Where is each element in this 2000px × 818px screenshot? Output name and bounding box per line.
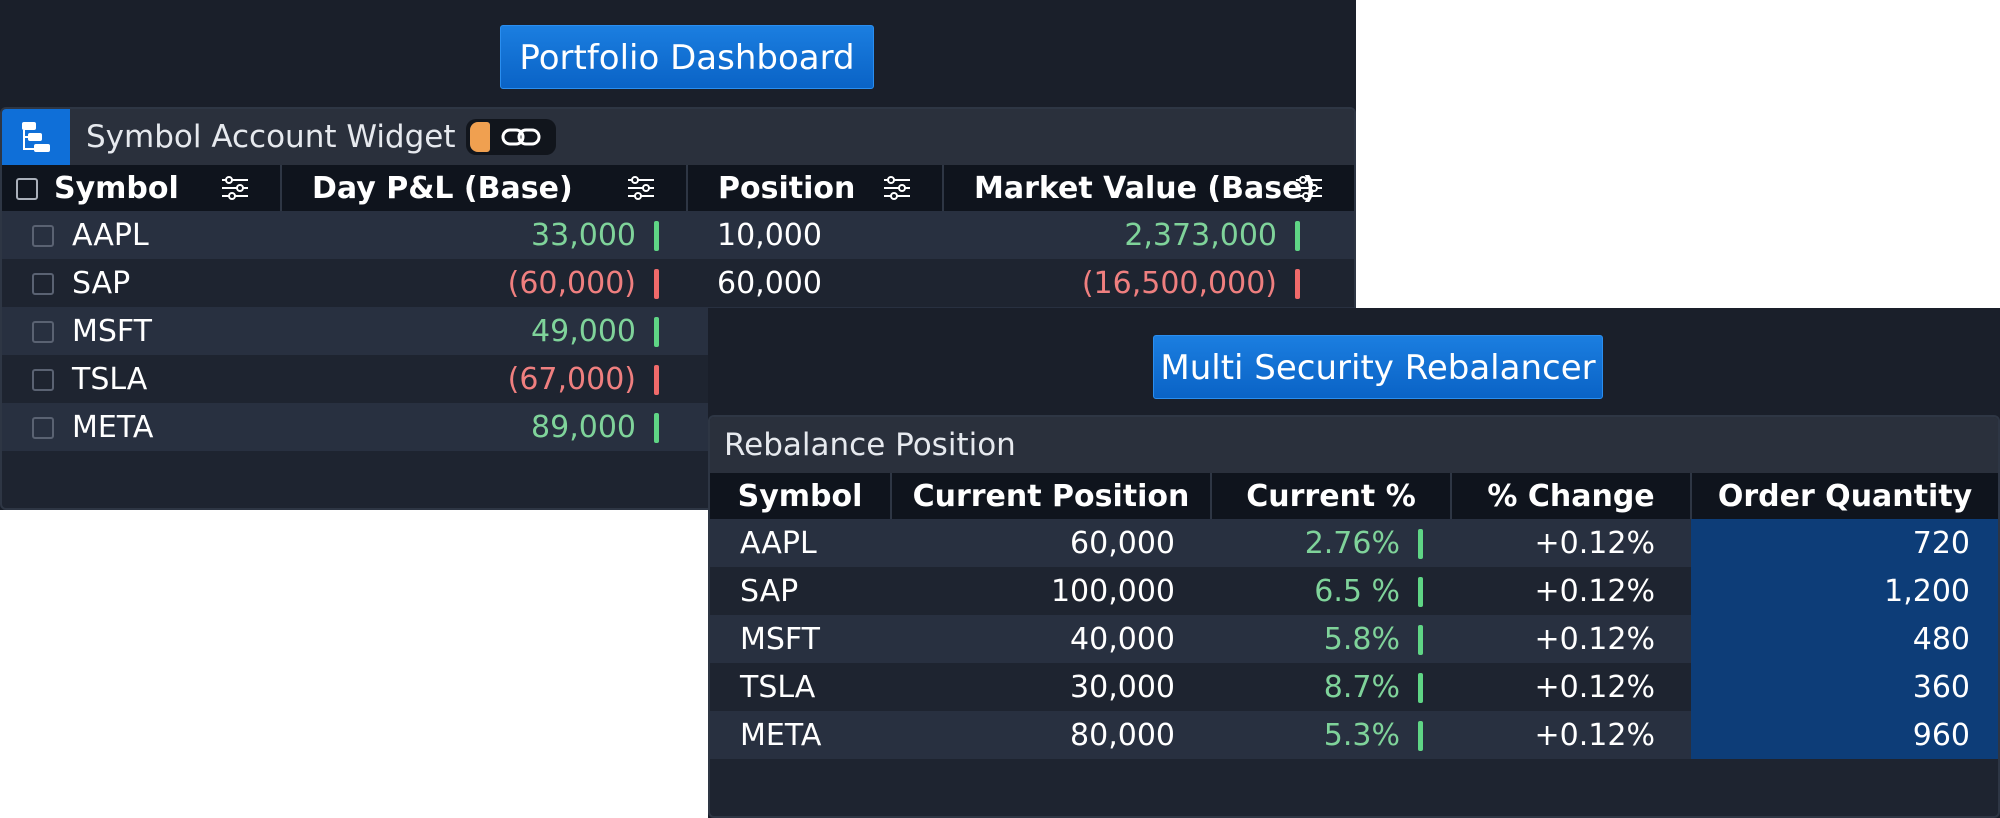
link-toggle[interactable]: [466, 119, 556, 155]
current-position-cell: 60,000: [891, 519, 1211, 567]
col-day-pnl[interactable]: Day P&L (Base): [281, 165, 688, 211]
link-icon: [501, 128, 541, 146]
current-pct-cell: 2.76%: [1211, 519, 1451, 567]
filter-icon[interactable]: [626, 173, 656, 203]
filter-icon[interactable]: [882, 173, 912, 203]
order-quantity-cell[interactable]: 1,200: [1691, 567, 1998, 615]
symbol-cell: MSFT: [710, 615, 891, 663]
symbol-cell: META: [2, 403, 281, 451]
pnl-cell: (60,000): [281, 259, 687, 307]
pnl-cell: 89,000: [281, 403, 687, 451]
current-position-cell: 30,000: [891, 663, 1211, 711]
portfolio-dashboard-button[interactable]: Portfolio Dashboard: [500, 25, 874, 89]
current-pct-cell: 5.3%: [1211, 711, 1451, 759]
widget-menu-icon[interactable]: [2, 109, 70, 165]
link-color-indicator: [470, 122, 490, 152]
symbol-cell: SAP: [2, 259, 281, 307]
order-quantity-cell[interactable]: 360: [1691, 663, 1998, 711]
table-row[interactable]: AAPL 60,000 2.76% +0.12% 720: [710, 519, 1998, 567]
order-quantity-cell[interactable]: 720: [1691, 519, 1998, 567]
pnl-cell: 33,000: [281, 211, 687, 259]
col-order-quantity[interactable]: Order Quantity: [1691, 473, 1998, 519]
table-row[interactable]: AAPL 33,000 10,000 2,373,000: [2, 211, 1354, 259]
symbol-cell: TSLA: [2, 355, 281, 403]
col-pct-change[interactable]: % Change: [1451, 473, 1692, 519]
order-quantity-cell[interactable]: 480: [1691, 615, 1998, 663]
market-value-cell: 2,373,000: [943, 211, 1354, 259]
col-position[interactable]: Position: [687, 165, 944, 211]
panel-header: Rebalance Position: [710, 417, 1998, 474]
position-cell: 60,000: [687, 259, 943, 307]
row-checkbox[interactable]: [32, 417, 54, 439]
row-checkbox[interactable]: [32, 273, 54, 295]
table-row[interactable]: META 80,000 5.3% +0.12% 960: [710, 711, 1998, 759]
current-position-cell: 100,000: [891, 567, 1211, 615]
col-symbol[interactable]: Symbol: [2, 165, 282, 211]
table-row[interactable]: SAP (60,000) 60,000 (16,500,000): [2, 259, 1354, 307]
order-quantity-cell[interactable]: 960: [1691, 711, 1998, 759]
col-market-value[interactable]: Market Value (Base): [943, 165, 1354, 211]
current-pct-cell: 5.8%: [1211, 615, 1451, 663]
current-position-cell: 40,000: [891, 615, 1211, 663]
select-all-checkbox[interactable]: [16, 178, 38, 200]
market-value-cell: (16,500,000): [943, 259, 1354, 307]
pct-change-cell: +0.12%: [1451, 519, 1691, 567]
widget-title: Symbol Account Widget: [86, 119, 456, 155]
widget-header: Symbol Account Widget: [2, 109, 1354, 166]
current-position-cell: 80,000: [891, 711, 1211, 759]
current-pct-cell: 8.7%: [1211, 663, 1451, 711]
position-cell: 10,000: [687, 211, 943, 259]
pct-change-cell: +0.12%: [1451, 711, 1691, 759]
filter-icon[interactable]: [1294, 173, 1324, 203]
col-current-position[interactable]: Current Position: [891, 473, 1212, 519]
symbol-cell: META: [710, 711, 891, 759]
symbol-cell: MSFT: [2, 307, 281, 355]
rebalance-table: Symbol Current Position Current % % Chan…: [710, 473, 1998, 759]
row-checkbox[interactable]: [32, 369, 54, 391]
rebalance-position-panel: Rebalance Position Symbol Current Positi…: [708, 415, 2000, 818]
filter-icon[interactable]: [220, 173, 250, 203]
pnl-cell: (67,000): [281, 355, 687, 403]
pct-change-cell: +0.12%: [1451, 615, 1691, 663]
current-pct-cell: 6.5 %: [1211, 567, 1451, 615]
row-checkbox[interactable]: [32, 321, 54, 343]
panel-title: Rebalance Position: [724, 427, 1016, 463]
symbol-cell: SAP: [710, 567, 891, 615]
multi-security-rebalancer-button[interactable]: Multi Security Rebalancer: [1153, 335, 1603, 399]
rebalancer-window: Multi Security Rebalancer Rebalance Posi…: [708, 308, 2000, 818]
pct-change-cell: +0.12%: [1451, 663, 1691, 711]
symbol-cell: AAPL: [2, 211, 281, 259]
table-row[interactable]: TSLA 30,000 8.7% +0.12% 360: [710, 663, 1998, 711]
symbol-cell: TSLA: [710, 663, 891, 711]
pct-change-cell: +0.12%: [1451, 567, 1691, 615]
col-current-pct[interactable]: Current %: [1211, 473, 1452, 519]
pnl-cell: 49,000: [281, 307, 687, 355]
table-row[interactable]: SAP 100,000 6.5 % +0.12% 1,200: [710, 567, 1998, 615]
row-checkbox[interactable]: [32, 225, 54, 247]
table-row[interactable]: MSFT 40,000 5.8% +0.12% 480: [710, 615, 1998, 663]
col-symbol[interactable]: Symbol: [710, 473, 892, 519]
symbol-cell: AAPL: [710, 519, 891, 567]
